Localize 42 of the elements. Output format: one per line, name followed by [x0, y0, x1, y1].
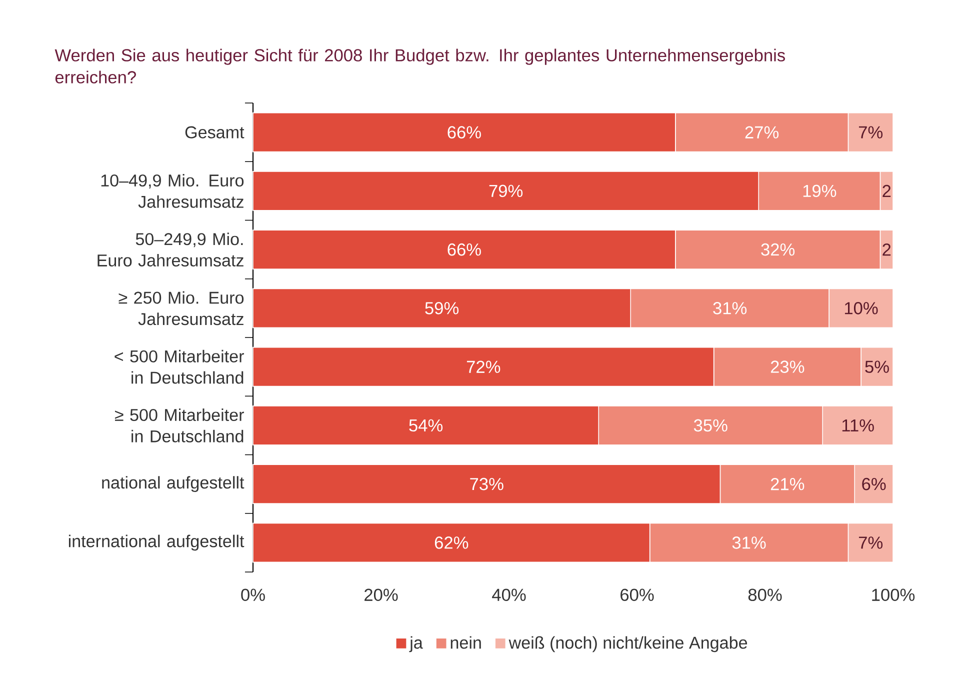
- data-label: 10%: [844, 302, 878, 314]
- data-label: 2: [882, 184, 891, 197]
- legend-label: nein: [450, 636, 481, 649]
- y-tick-label: Gesamt: [185, 126, 244, 138]
- x-tick-label: 80%: [748, 588, 782, 601]
- data-label: 21%: [770, 478, 804, 490]
- data-label: 27%: [745, 126, 779, 138]
- legend-label: ja: [409, 636, 423, 652]
- data-label: 59%: [425, 302, 459, 314]
- data-label: 7%: [858, 126, 883, 138]
- y-tick-label: national aufgestellt: [102, 476, 244, 492]
- data-label: 7%: [858, 536, 883, 549]
- y-tick-label: international aufgestellt: [68, 534, 244, 551]
- x-tick-label: 100%: [872, 588, 915, 601]
- y-tick-label: < 500 Mitarbeiter in Deutschland: [114, 350, 244, 384]
- x-tick-label: 20%: [364, 588, 398, 601]
- y-tick-label: 10–49,9 Mio. Euro Jahresumsatz: [101, 174, 244, 208]
- data-label: 11%: [842, 419, 874, 432]
- data-label: 31%: [713, 302, 747, 314]
- data-label: 73%: [470, 478, 504, 490]
- x-tick-label: 40%: [492, 588, 526, 601]
- x-tick-label: 0%: [241, 588, 265, 601]
- y-tick-label: ≥ 500 Mitarbeiter in Deutschland: [115, 408, 244, 442]
- data-label: 32%: [761, 243, 795, 256]
- data-label: 35%: [694, 419, 728, 432]
- data-label: 6%: [862, 478, 886, 490]
- data-label: 72%: [466, 360, 500, 373]
- y-tick-label: 50–249,9 Mio. Euro Jahresumsatz: [98, 232, 244, 267]
- y-tick-label: ≥ 250 Mio. Euro Jahresumsatz: [118, 291, 244, 326]
- data-label: 2: [882, 244, 891, 256]
- data-label: 66%: [448, 126, 481, 138]
- data-label: 23%: [770, 360, 804, 373]
- x-tick-label: 60%: [620, 588, 654, 601]
- data-label: 31%: [732, 536, 766, 549]
- data-label: 79%: [489, 184, 523, 198]
- chart-title: Werden Sie aus heutiger Sicht für 2008 Ihr Budget bzw. Ihr geplantes Unternehmensergebnis erreichen?: [54, 48, 785, 84]
- data-label: 62%: [434, 536, 468, 549]
- data-label: 54%: [409, 419, 443, 432]
- legend-label: weiß (noch) nicht/keine Angabe: [508, 636, 748, 652]
- data-label: 66%: [448, 243, 481, 256]
- data-label: 5%: [865, 360, 889, 373]
- data-label: 19%: [803, 184, 836, 198]
